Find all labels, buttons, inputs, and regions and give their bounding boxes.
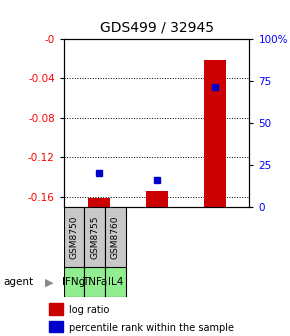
Bar bbox=[64, 267, 84, 297]
Bar bbox=[64, 207, 84, 267]
Title: GDS499 / 32945: GDS499 / 32945 bbox=[99, 21, 214, 35]
Text: IL4: IL4 bbox=[108, 277, 123, 287]
Bar bbox=[88, 198, 110, 207]
Text: log ratio: log ratio bbox=[69, 305, 110, 315]
Bar bbox=[105, 207, 126, 267]
Bar bbox=[105, 267, 126, 297]
Text: GSM8755: GSM8755 bbox=[90, 215, 99, 259]
Text: ▶: ▶ bbox=[45, 277, 53, 287]
Text: GSM8760: GSM8760 bbox=[111, 215, 120, 259]
Bar bbox=[146, 191, 168, 207]
Text: percentile rank within the sample: percentile rank within the sample bbox=[69, 323, 234, 333]
Bar bbox=[84, 207, 105, 267]
Text: IFNg: IFNg bbox=[62, 277, 86, 287]
Bar bbox=[49, 321, 63, 332]
Text: TNFa: TNFa bbox=[82, 277, 107, 287]
Text: GSM8750: GSM8750 bbox=[70, 215, 79, 259]
Bar bbox=[204, 60, 226, 207]
Bar bbox=[49, 303, 63, 314]
Bar bbox=[84, 267, 105, 297]
Text: agent: agent bbox=[3, 277, 33, 287]
